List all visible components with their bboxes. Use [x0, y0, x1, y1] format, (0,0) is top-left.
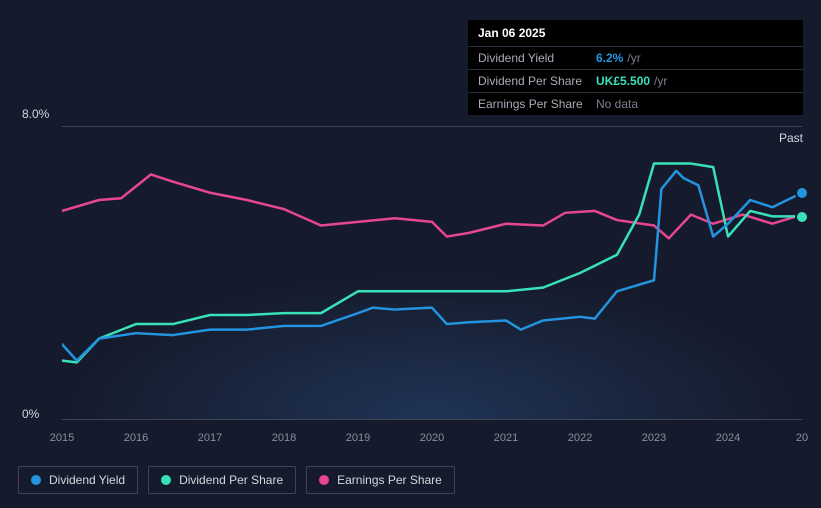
- chart-legend: Dividend Yield Dividend Per Share Earnin…: [18, 466, 455, 494]
- tooltip-value: No data: [596, 97, 638, 111]
- legend-swatch: [161, 475, 171, 485]
- tooltip-row: Dividend Per Share UK£5.500/yr: [468, 69, 803, 92]
- tooltip-label: Dividend Per Share: [478, 74, 596, 88]
- legend-label: Earnings Per Share: [337, 473, 442, 487]
- legend-swatch: [319, 475, 329, 485]
- tooltip-row: Earnings Per Share No data: [468, 92, 803, 115]
- yaxis-min-label: 0%: [22, 407, 39, 421]
- series-dividend-yield: [62, 171, 802, 361]
- tooltip-value: UK£5.500/yr: [596, 74, 667, 88]
- legend-label: Dividend Yield: [49, 473, 125, 487]
- xaxis-tick: 2019: [346, 432, 370, 444]
- chart-svg: [62, 127, 802, 419]
- xaxis-tick: 20: [796, 432, 808, 444]
- xaxis-tick: 2018: [272, 432, 296, 444]
- legend-item-dividend-per-share[interactable]: Dividend Per Share: [148, 466, 296, 494]
- series-dividend-per-share: [62, 164, 802, 363]
- tooltip-row: Dividend Yield 6.2%/yr: [468, 46, 803, 69]
- endpoint-dividend-per-share: [795, 210, 809, 224]
- tooltip-date: Jan 06 2025: [468, 20, 803, 46]
- tooltip-value: 6.2%/yr: [596, 51, 641, 65]
- xaxis-tick: 2017: [198, 432, 222, 444]
- chart-tooltip: Jan 06 2025 Dividend Yield 6.2%/yr Divid…: [468, 20, 803, 115]
- legend-swatch: [31, 475, 41, 485]
- legend-label: Dividend Per Share: [179, 473, 283, 487]
- tooltip-label: Dividend Yield: [478, 51, 596, 65]
- series-earnings-per-share: [62, 174, 802, 238]
- chart-plot-area[interactable]: [62, 126, 802, 420]
- xaxis-tick: 2016: [124, 432, 148, 444]
- xaxis-tick: 2015: [50, 432, 74, 444]
- xaxis-tick: 2020: [420, 432, 444, 444]
- xaxis-tick: 2023: [642, 432, 666, 444]
- xaxis: 2015201620172018201920202021202220232024…: [62, 432, 802, 446]
- legend-item-dividend-yield[interactable]: Dividend Yield: [18, 466, 138, 494]
- xaxis-tick: 2021: [494, 432, 518, 444]
- yaxis-max-label: 8.0%: [22, 107, 49, 121]
- legend-item-earnings-per-share[interactable]: Earnings Per Share: [306, 466, 455, 494]
- endpoint-dividend-yield: [795, 186, 809, 200]
- xaxis-tick: 2022: [568, 432, 592, 444]
- xaxis-tick: 2024: [716, 432, 740, 444]
- tooltip-label: Earnings Per Share: [478, 97, 596, 111]
